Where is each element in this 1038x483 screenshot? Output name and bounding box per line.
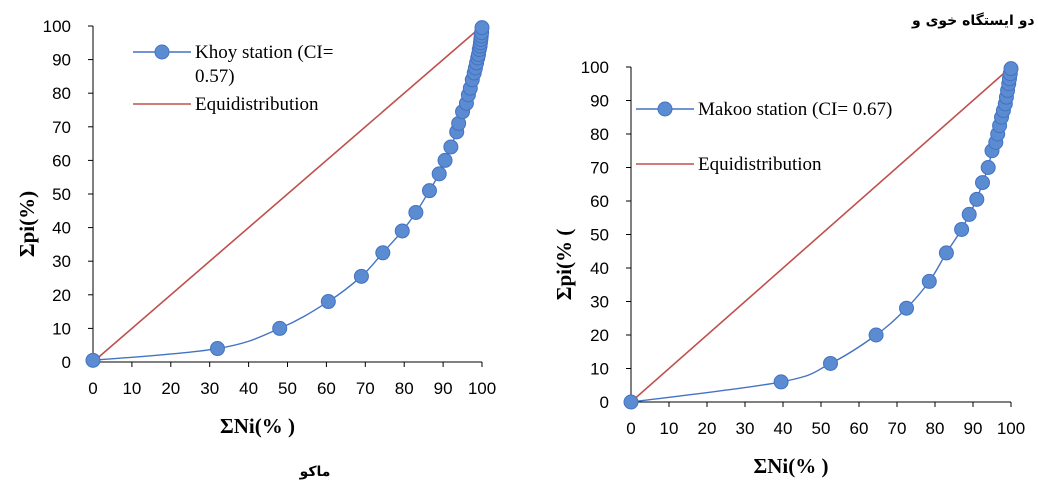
- x-tick-label: 70: [356, 379, 375, 398]
- data-point: [938, 245, 954, 261]
- x-tick-label: 10: [122, 379, 141, 398]
- x-tick-label: 100: [468, 379, 496, 398]
- x-tick-label: 70: [888, 419, 907, 438]
- y-tick-label: 0: [600, 393, 609, 412]
- data-point: [209, 341, 225, 357]
- y-tick-label: 90: [52, 51, 71, 70]
- data-point: [353, 268, 369, 284]
- y-tick-label: 20: [590, 326, 609, 345]
- y-tick-label: 30: [590, 293, 609, 312]
- x-tick-label: 40: [774, 419, 793, 438]
- y-tick-label: 100: [581, 58, 609, 77]
- legend-station-label: 0.57): [195, 66, 235, 87]
- y-tick-label: 30: [52, 252, 71, 271]
- data-point: [272, 320, 288, 336]
- data-point: [320, 294, 336, 310]
- data-point: [969, 191, 985, 207]
- y-axis-title: Σpi(%): [15, 191, 39, 257]
- y-tick-label: 80: [52, 84, 71, 103]
- data-point: [980, 160, 996, 175]
- legend: Khoy station (CI= 0.57) Equidistribution: [133, 42, 333, 115]
- data-point: [921, 273, 937, 289]
- data-point: [431, 166, 447, 182]
- x-tick-label: 80: [395, 379, 414, 398]
- data-point: [408, 204, 424, 220]
- y-tick-label: 80: [590, 125, 609, 144]
- figure-caption: شکل۵- منحنی توزیع دو ایستگاه خوی و: [911, 12, 1038, 29]
- y-tick-label: 50: [590, 226, 609, 245]
- x-tick-label: 30: [736, 419, 755, 438]
- x-tick-label: 80: [926, 419, 945, 438]
- y-tick-label: 10: [590, 360, 609, 379]
- y-tick-label: 40: [52, 219, 71, 238]
- x-tick-label: 30: [200, 379, 219, 398]
- y-tick-label: 0: [62, 353, 71, 372]
- equidistribution-line: [92, 25, 483, 363]
- data-point: [421, 183, 437, 199]
- x-tick-label: 20: [698, 419, 717, 438]
- y-tick-label: 10: [52, 319, 71, 338]
- data-point: [1003, 61, 1019, 77]
- y-tick-label: 50: [52, 185, 71, 204]
- chart-makoo: 0 10 20 30 40 50 60 70 80 90 100 0 10 20 30 40 50 60 70 80 9…: [552, 58, 1025, 478]
- data-point: [443, 139, 459, 155]
- x-tick-label: 10: [660, 419, 679, 438]
- y-tick-label: 60: [52, 151, 71, 170]
- data-point: [474, 20, 490, 36]
- y-axis-title: Σpi(% (: [552, 229, 576, 300]
- y-tick-label: 70: [52, 118, 71, 137]
- data-point: [437, 152, 453, 168]
- x-tick-label: 100: [997, 419, 1025, 438]
- y-tick-label: 90: [590, 92, 609, 111]
- x-tick-label: 40: [239, 379, 258, 398]
- x-tick-label: 90: [434, 379, 453, 398]
- x-tick-label: 90: [964, 419, 983, 438]
- legend-station-label: Khoy station (CI=: [195, 42, 333, 63]
- x-tick-label: 20: [161, 379, 180, 398]
- data-point: [975, 175, 990, 191]
- legend-station-marker: [657, 101, 673, 117]
- data-point: [85, 352, 101, 368]
- x-tick-label: 50: [812, 419, 831, 438]
- equidistribution-line: [630, 66, 1012, 403]
- x-tick-label: 50: [278, 379, 297, 398]
- y-tick-label: 20: [52, 286, 71, 305]
- data-point: [394, 223, 410, 239]
- x-tick-label: 60: [317, 379, 336, 398]
- x-tick-label: 0: [626, 419, 635, 438]
- x-axis-title: ΣNi(% ): [754, 454, 829, 478]
- y-tick-label: 40: [590, 259, 609, 278]
- legend-station-marker: [154, 44, 170, 60]
- legend-equidistribution-label: Equidistribution: [195, 94, 319, 115]
- data-point: [375, 245, 391, 261]
- data-point: [773, 374, 789, 390]
- data-point: [954, 221, 970, 237]
- y-tick-label: 100: [43, 17, 71, 36]
- x-tick-label: 0: [88, 379, 97, 398]
- data-point: [823, 355, 838, 371]
- data-point: [868, 327, 884, 343]
- chart-khoy: 0 10 20 30 40 50 60 70 80 90 100 0 10 20 30 40 50 60 70 80 9…: [15, 17, 496, 438]
- data-point: [899, 300, 914, 316]
- data-point: [623, 394, 639, 410]
- y-tick-label: 60: [590, 192, 609, 211]
- bottom-caption: ماکو: [299, 464, 331, 480]
- legend-equidistribution-label: Equidistribution: [698, 154, 822, 175]
- legend-station-label: Makoo station (CI= 0.67): [698, 99, 892, 120]
- x-axis-title: ΣNi(% ): [220, 414, 295, 438]
- legend: Makoo station (CI= 0.67) Equidistribution: [636, 99, 892, 175]
- y-tick-label: 70: [590, 159, 609, 178]
- x-tick-label: 60: [850, 419, 869, 438]
- data-point: [961, 206, 977, 222]
